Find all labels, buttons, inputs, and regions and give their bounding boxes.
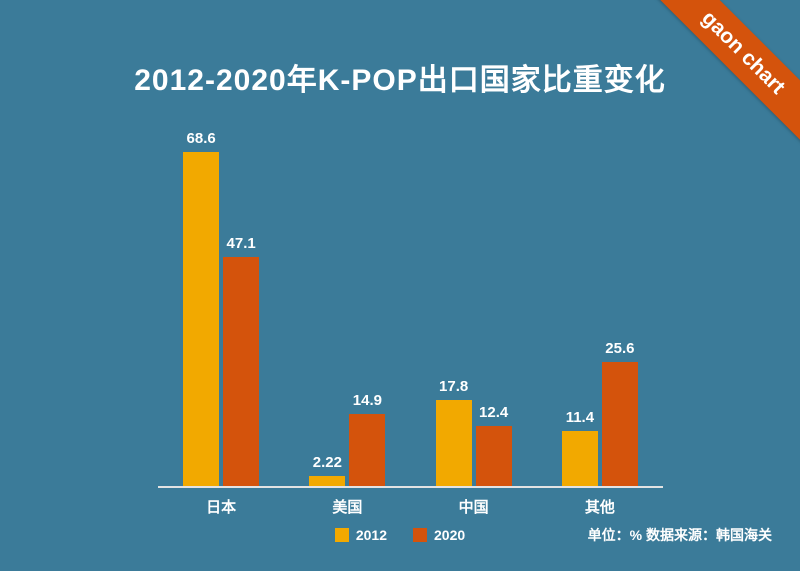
bar-2012-其他 <box>561 431 598 487</box>
bar-value-label: 47.1 <box>226 235 256 252</box>
bar-value-label: 14.9 <box>352 392 382 409</box>
bar-wrap: 11.4 <box>560 409 600 487</box>
source-note: 单位：% 数据来源：韩国海关 <box>587 527 772 543</box>
bar-wrap: 12.4 <box>474 404 514 487</box>
bar-value-label: 25.6 <box>605 340 635 357</box>
bar-2020-美国 <box>349 414 386 487</box>
bar-group-中国: 17.8 12.4 <box>434 378 514 487</box>
bar-2020-其他 <box>601 362 638 487</box>
bar-value-label: 17.8 <box>439 378 469 395</box>
bar-2020-日本 <box>223 257 260 487</box>
legend-label: 2020 <box>434 527 466 543</box>
x-axis-labels: 日本 美国 中国 其他 <box>158 496 663 517</box>
bar-2012-日本 <box>183 152 220 487</box>
bar-2020-中国 <box>475 426 512 487</box>
x-axis-label: 美国 <box>332 499 363 516</box>
x-axis-label: 其他 <box>584 499 615 516</box>
bar-wrap: 2.22 <box>307 454 347 487</box>
chart-title: 2012-2020年K-POP出口国家比重变化 <box>134 64 666 97</box>
bar-wrap: 14.9 <box>347 392 387 487</box>
bar-wrap: 25.6 <box>600 340 640 487</box>
legend-item-2012: 2012 <box>334 527 387 543</box>
bar-group-美国: 2.22 14.9 <box>307 392 387 487</box>
bar-value-label: 68.6 <box>186 130 216 147</box>
x-axis-line <box>158 486 663 488</box>
bar-chart-plot: 68.6 47.1 2.22 14.9 17.8 12.4 11.4 25.6 <box>158 128 663 487</box>
bar-group-其他: 11.4 25.6 <box>560 340 640 487</box>
bar-value-label: 11.4 <box>565 409 595 426</box>
bar-group-日本: 68.6 47.1 <box>181 130 261 487</box>
legend-item-2020: 2020 <box>413 527 465 543</box>
legend-swatch-2020 <box>413 528 427 542</box>
bar-2012-美国 <box>309 476 346 487</box>
chart-legend: 2012 2020 <box>0 527 800 543</box>
bar-2012-中国 <box>435 400 472 487</box>
bar-value-label: 2.22 <box>312 454 342 471</box>
legend-label: 2012 <box>355 527 387 543</box>
x-axis-label: 中国 <box>458 499 489 516</box>
x-axis-label: 日本 <box>206 499 237 516</box>
bar-wrap: 68.6 <box>181 130 221 487</box>
legend-swatch-2012 <box>334 528 349 542</box>
bar-wrap: 17.8 <box>434 378 474 487</box>
bar-wrap: 47.1 <box>221 235 261 487</box>
bar-value-label: 12.4 <box>479 404 509 421</box>
